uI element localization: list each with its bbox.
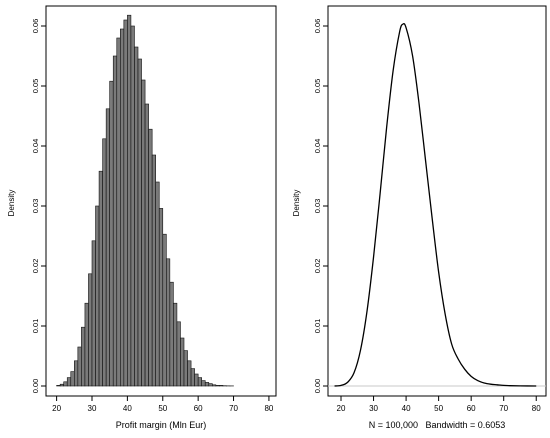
histogram-bar xyxy=(184,351,188,386)
histogram-x-tick-label: 40 xyxy=(123,404,132,413)
histogram-x-tick-label: 80 xyxy=(264,404,273,413)
histogram-bar xyxy=(205,382,209,386)
histogram-bar xyxy=(191,369,195,386)
histogram-bar xyxy=(117,38,121,386)
histogram-y-tick-label: 0.00 xyxy=(31,379,40,394)
density-x-tick-label: 80 xyxy=(532,404,541,413)
density-y-tick-label: 0.06 xyxy=(313,19,322,34)
density-y-tick-label: 0.02 xyxy=(313,259,322,274)
histogram-bar xyxy=(67,378,71,386)
histogram-bar xyxy=(163,234,167,386)
histogram-bar xyxy=(195,374,199,386)
histogram-bar xyxy=(96,206,100,386)
histogram-bar xyxy=(212,385,216,386)
histogram-y-tick-label: 0.02 xyxy=(31,259,40,274)
histogram-x-tick-label: 20 xyxy=(52,404,61,413)
histogram-bar xyxy=(127,15,131,386)
histogram-bar xyxy=(71,372,75,386)
histogram-bar xyxy=(198,378,202,386)
histogram-bar xyxy=(142,80,146,386)
density-x-tick-label: 40 xyxy=(402,404,411,413)
histogram-x-tick-label: 60 xyxy=(194,404,203,413)
histogram-bar xyxy=(85,303,89,386)
histogram-y-axis-label: Density xyxy=(7,190,16,217)
histogram-y-tick-label: 0.06 xyxy=(31,19,40,34)
histogram-bar xyxy=(180,338,184,386)
histogram-bar xyxy=(166,259,170,386)
histogram-bar xyxy=(209,384,213,386)
density-y-axis-label: Density xyxy=(292,190,301,217)
histogram-bar xyxy=(110,81,114,386)
histogram-x-tick-label: 70 xyxy=(229,404,238,413)
density-curve xyxy=(335,24,537,386)
histogram-bar xyxy=(106,109,110,386)
histogram-bar xyxy=(177,322,181,386)
histogram-bar xyxy=(156,182,160,386)
histogram-bar xyxy=(216,385,220,386)
histogram-bar xyxy=(170,282,174,386)
histogram-bar xyxy=(60,384,64,386)
histogram-y-tick-label: 0.01 xyxy=(31,319,40,334)
histogram-bar xyxy=(64,382,68,386)
histogram-bar xyxy=(124,20,128,386)
histogram-bar xyxy=(113,56,117,386)
histogram-x-tick-label: 50 xyxy=(158,404,167,413)
histogram-bar xyxy=(92,241,96,386)
histogram-bar xyxy=(81,327,85,386)
density-x-tick-label: 70 xyxy=(499,404,508,413)
density-x-tick-label: 20 xyxy=(337,404,346,413)
histogram-x-axis-label: Profit margin (Mln Eur) xyxy=(116,420,207,430)
density-y-tick-label: 0.04 xyxy=(313,139,322,154)
histogram-bar xyxy=(131,26,135,386)
density-panel: N = 100,000 Bandwidth = 0.6053 Density 0… xyxy=(292,6,546,430)
histogram-y-tick-label: 0.03 xyxy=(31,199,40,214)
density-y-tick-label: 0.00 xyxy=(313,379,322,394)
histogram-bar xyxy=(78,347,82,386)
density-y-tick-label: 0.05 xyxy=(313,79,322,94)
density-x-tick-label: 60 xyxy=(467,404,476,413)
histogram-bar xyxy=(152,155,156,386)
histogram-bar xyxy=(159,208,163,386)
density-y-tick-label: 0.01 xyxy=(313,319,322,334)
histogram-bar xyxy=(103,139,107,386)
histogram-bar xyxy=(188,361,192,386)
histogram-bar xyxy=(88,274,92,386)
histogram-bar xyxy=(134,47,138,386)
histogram-bar xyxy=(138,59,142,386)
histogram-bar xyxy=(74,361,78,386)
histogram-y-tick-label: 0.04 xyxy=(31,139,40,154)
density-frame xyxy=(328,6,546,396)
density-x-axis-label: N = 100,000 Bandwidth = 0.6053 xyxy=(369,420,506,430)
histogram-bar xyxy=(219,385,223,386)
histogram-bar xyxy=(145,104,149,386)
density-x-tick-label: 50 xyxy=(434,404,443,413)
histogram-bar xyxy=(57,385,61,386)
histogram-bar xyxy=(99,171,103,386)
histogram-bar xyxy=(120,29,124,386)
histogram-panel: Profit margin (Mln Eur) Density 0.00 0.01… xyxy=(7,6,276,430)
density-x-tick-label: 30 xyxy=(369,404,378,413)
histogram-bar xyxy=(149,129,153,386)
density-y-tick-label: 0.03 xyxy=(313,199,322,214)
histogram-x-tick-label: 30 xyxy=(88,404,97,413)
histogram-bar xyxy=(202,381,206,386)
histogram-y-tick-label: 0.05 xyxy=(31,79,40,94)
histogram-bar xyxy=(173,303,177,386)
